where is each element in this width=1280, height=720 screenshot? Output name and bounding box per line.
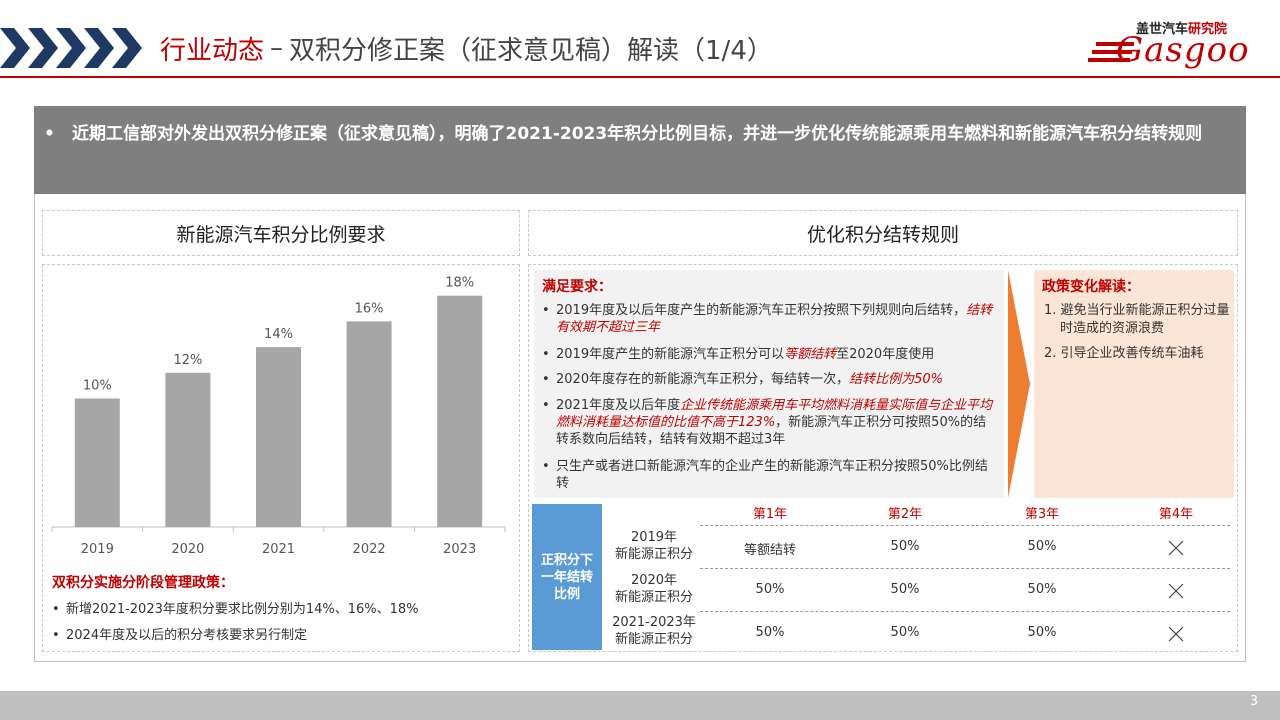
rule-item: • 2019年度产生的新能源汽车正积分可以等额结转至2020年度使用 [542,347,935,362]
rule-item: • 2021年度及以后年度企业传统能源乘用车平均燃料消耗量实际值与企业平均燃料消耗… [542,398,993,447]
left-panel-box [42,264,520,652]
table-cell: 50% [755,582,785,597]
table-column-header: 第3年 [1024,507,1060,522]
table-divider [700,611,1230,612]
policy-item: • 2024年度及以后的积分考核要求另行制定 [52,628,308,643]
table-column-header: 第2年 [887,507,923,522]
right-panel-heading: 优化积分结转规则 [528,210,1238,256]
logo-top-text: 盖世汽车 [1136,22,1189,37]
banner-text: 近期工信部对外发出双积分修正案（征求意见稿），明确了2021-2023年积分比例… [72,124,1203,144]
summary-banner: • 近期工信部对外发出双积分修正案（征求意见稿），明确了2021-2023年积分… [34,106,1246,194]
header-chevron-decoration [0,28,142,68]
table-divider [700,568,1230,569]
logo-stripes-icon [1088,42,1134,62]
table-cell: 等额结转 [743,543,796,558]
table-row-label: 2021-2023年 新能源正积分 [612,615,696,647]
table-cell: 50% [1027,625,1057,640]
table-row-label: 2019年 新能源正积分 [614,530,693,562]
cross-icon [1168,583,1184,599]
table-divider [700,525,1230,526]
logo-wordmark: Gasgoo [1116,30,1250,70]
policy-title: 双积分实施分阶段管理政策： [52,575,234,591]
page-title-sub: 双积分修正案（征求意见稿）解读（1/4） [289,35,773,66]
table-row-header: 正积分下一年结转比例 [532,504,602,650]
page-title: 行业动态 – 双积分修正案（征求意见稿）解读（1/4） [160,28,773,68]
table-cell: 50% [890,582,920,597]
rule-item: • 只生产或者进口新能源汽车的企业产生的新能源汽车正积分按照50%比例结转 [542,459,988,491]
gasgoo-logo: 盖世汽车研究院 Gasgoo [1088,18,1258,72]
cross-icon [1168,540,1184,556]
table-cell: 50% [890,625,920,640]
table-column-header: 第1年 [752,507,788,522]
interpretation-item: 2. 引导企业改善传统车油耗 [1044,346,1204,361]
interpretation-box [1034,270,1234,498]
rules-box [534,270,1004,498]
table-column-header: 第4年 [1158,507,1194,522]
page-title-main: 行业动态 [160,35,265,66]
arrow-right-icon [1008,270,1030,498]
rule-item: • 2020年度存在的新能源汽车正积分，每结转一次，结转比例为50% [542,372,943,387]
table-cell: 50% [890,539,920,554]
interpretation-title: 政策变化解读： [1042,279,1140,295]
page-number: 3 [1249,694,1258,709]
table-cell: 50% [755,625,785,640]
header-divider [0,76,1280,78]
policy-item: • 新增2021-2023年度积分要求比例分别为14%、16%、18% [52,602,419,617]
interpretation-item: 1. 避免当行业新能源正积分过量时造成的资源浪费 [1044,303,1230,336]
rule-item: • 2019年度及以后年度产生的新能源汽车正积分按照下列规则向后结转，结转有效期不… [542,303,993,335]
cross-icon [1168,626,1184,642]
requirements-title: 满足要求： [542,279,612,295]
logo-top-red-text: 研究院 [1188,22,1228,37]
banner-bullet: • [44,124,55,144]
table-cell: 50% [1027,582,1057,597]
left-panel-heading: 新能源汽车积分比例要求 [42,210,520,256]
page-title-separator: – [270,33,284,63]
table-row-label: 2020年 新能源正积分 [614,573,693,605]
footer-bar [0,691,1280,720]
table-cell: 50% [1027,539,1057,554]
